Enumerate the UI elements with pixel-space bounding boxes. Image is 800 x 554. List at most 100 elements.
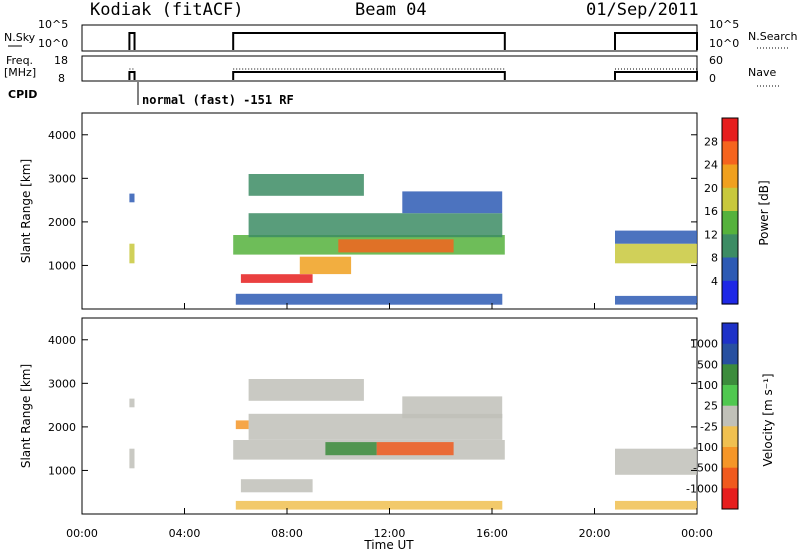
power-colorbar-tick-5: 24	[704, 159, 718, 172]
x-tick-label-4: 16:00	[476, 527, 508, 540]
power-colorbar-segment-6	[722, 257, 738, 282]
x-tick-label-1: 04:00	[169, 527, 201, 540]
velocity-echo-region-6	[402, 396, 503, 419]
power-colorbar-segment-5	[722, 234, 738, 259]
velocity-colorbar-label: Velocity [m s⁻¹]	[761, 373, 775, 466]
velocity-colorbar-tick-7: -1000	[686, 482, 718, 495]
power-colorbar-tick-1: 8	[711, 252, 718, 265]
nsky-right-bottom-tick: 10^0	[709, 37, 740, 50]
velocity-ytick-label-3: 4000	[48, 334, 76, 347]
velocity-colorbar-tick-0: 1000	[690, 338, 718, 351]
velocity-colorbar-segment-0	[722, 323, 738, 345]
x-tick-label-2: 08:00	[271, 527, 303, 540]
power-colorbar-segment-3	[722, 187, 738, 212]
beam-title: Beam 04	[355, 0, 427, 20]
nsky-trace-0	[128, 32, 136, 50]
power-echo-region-3	[240, 274, 313, 283]
freq-trace-2	[614, 71, 698, 80]
power-echo-region-12	[615, 295, 697, 305]
velocity-echo-region-12	[615, 500, 697, 510]
x-tick-label-6: 00:00	[681, 527, 713, 540]
power-echo-region-4	[299, 256, 352, 275]
x-tick-label-5: 20:00	[579, 527, 611, 540]
velocity-echo-region-7	[325, 442, 377, 456]
power-colorbar-segment-7	[722, 280, 738, 305]
power-ytick-label-2: 3000	[48, 172, 76, 185]
power-echo-region-7	[248, 174, 364, 196]
power-echo-region-10	[615, 230, 697, 244]
power-y-axis: 1000 2000 3000 4000	[48, 129, 697, 272]
velocity-colorbar-segment-8	[722, 488, 738, 510]
power-heatmap	[129, 174, 697, 305]
velocity-colorbar-segment-3	[722, 385, 738, 407]
power-ylabel: Slant Range [km]	[19, 159, 33, 263]
velocity-ytick-label-0: 1000	[48, 464, 76, 477]
power-colorbar-tick-3: 16	[704, 205, 718, 218]
velocity-y-axis: 1000 2000 3000 4000	[48, 334, 697, 477]
power-echo-region-9	[615, 243, 697, 264]
power-colorbar-tick-6: 28	[704, 135, 718, 148]
nsky-left-top-tick: 10^5	[38, 18, 69, 31]
nsearch-label: N.Search	[748, 30, 798, 43]
nsky-trace-2	[614, 32, 698, 50]
velocity-heatmap	[129, 379, 697, 510]
freq-trace-0	[128, 71, 136, 80]
power-ytick-label-1: 2000	[48, 216, 76, 229]
top-panel-traces	[128, 32, 698, 80]
power-colorbar-tick-2: 12	[704, 228, 718, 241]
velocity-colorbar-tick-1: 500	[697, 358, 718, 371]
cpid-label: CPID	[8, 88, 38, 101]
freq-trace-1	[232, 71, 506, 80]
power-colorbar-frame	[721, 117, 739, 305]
power-colorbar-segment-0	[722, 118, 738, 142]
velocity-colorbar: 1000 500 100 25 -25 -100 -500 -1000	[686, 322, 739, 510]
velocity-colorbar-segment-4	[722, 405, 738, 427]
freq-top-tick: 18	[54, 54, 68, 67]
velocity-colorbar-segment-7	[722, 467, 738, 489]
nsky-label: N.Sky	[4, 31, 36, 44]
freq-unit-label: [MHz]	[4, 66, 37, 79]
velocity-colorbar-tick-4: -25	[700, 420, 718, 433]
nsky-trace-1	[232, 32, 506, 50]
nsky-left-bottom-tick: 10^0	[38, 37, 69, 50]
power-echo-region-6	[248, 213, 503, 238]
power-echo-region-11	[235, 293, 503, 305]
velocity-echo-region-11	[235, 500, 503, 510]
power-colorbar: 4 8 12 16 20 24 28	[704, 117, 739, 305]
velocity-echo-region-5	[248, 379, 364, 401]
velocity-colorbar-segment-5	[722, 426, 738, 448]
velocity-colorbar-tick-3: 25	[704, 400, 718, 413]
power-colorbar-label: Power [dB]	[757, 180, 771, 245]
power-plot-frame	[81, 112, 698, 310]
velocity-colorbar-tick-6: -500	[693, 462, 718, 475]
x-tick-label-3: 12:00	[374, 527, 406, 540]
velocity-ytick-label-2: 3000	[48, 377, 76, 390]
velocity-echo-region-0	[129, 448, 135, 469]
nsky-right-top-tick: 10^5	[709, 18, 740, 31]
velocity-colorbar-segment-2	[722, 364, 738, 386]
power-colorbar-segment-2	[722, 164, 738, 189]
freq-bottom-tick: 8	[58, 72, 65, 85]
nave-label: Nave	[748, 66, 777, 79]
power-colorbar-segment-1	[722, 141, 738, 166]
freq-label: Freq.	[6, 54, 34, 67]
power-ytick-label-0: 1000	[48, 259, 76, 272]
power-colorbar-tick-4: 20	[704, 182, 718, 195]
velocity-colorbar-tick-2: 100	[697, 379, 718, 392]
velocity-echo-region-3	[240, 479, 313, 493]
power-ytick-label-3: 4000	[48, 129, 76, 142]
station-title: Kodiak (fitACF)	[90, 0, 244, 20]
velocity-colorbar-tick-5: -100	[693, 441, 718, 454]
power-colorbar-segment-4	[722, 211, 738, 235]
nsky-panel-frame	[81, 24, 698, 52]
x-axis-label: Time UT	[363, 538, 414, 552]
velocity-echo-region-8	[376, 442, 454, 456]
nave-top-tick: 60	[709, 54, 723, 67]
cpid-mode-text: normal (fast) -151 RF	[142, 93, 294, 107]
date-title: 01/Sep/2011	[586, 0, 699, 20]
velocity-colorbar-frame	[721, 322, 739, 510]
power-colorbar-tick-0: 4	[711, 275, 718, 288]
velocity-ylabel: Slant Range [km]	[19, 364, 33, 468]
power-echo-region-8	[402, 191, 503, 214]
